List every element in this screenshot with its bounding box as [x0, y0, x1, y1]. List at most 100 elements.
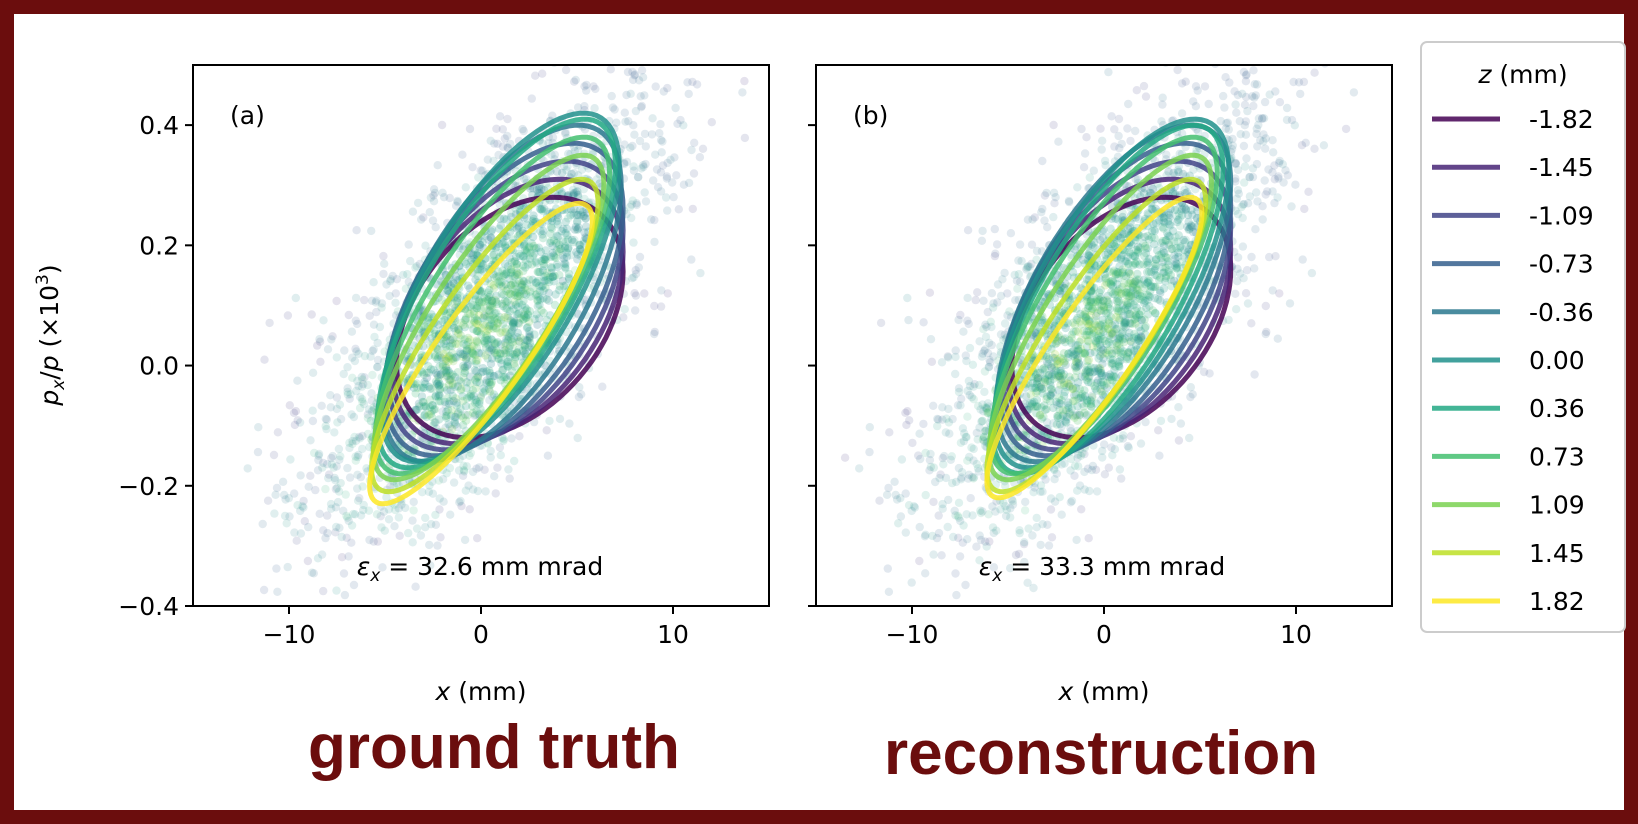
scatter-point: [514, 308, 523, 318]
scatter-point: [435, 415, 444, 424]
scatter-point: [498, 142, 508, 151]
scatter-point: [484, 324, 494, 334]
scatter-point: [1268, 136, 1277, 145]
scatter-point: [510, 288, 520, 297]
scatter-point: [1321, 65, 1329, 68]
scatter-point: [354, 381, 363, 391]
scatter-point: [525, 326, 534, 336]
scatter-point: [1082, 375, 1091, 385]
scatter-point: [517, 280, 527, 290]
scatter-point: [1291, 180, 1300, 189]
scatter-point: [459, 373, 468, 382]
scatter-point: [929, 463, 938, 472]
scatter-point: [1050, 475, 1059, 484]
scatter-point: [457, 411, 466, 420]
scatter-point: [661, 193, 671, 202]
scatter-point: [428, 401, 437, 410]
scatter-point: [355, 494, 364, 503]
scatter-point: [368, 346, 377, 356]
scatter-point: [504, 332, 513, 341]
scatter-point: [480, 297, 489, 306]
scatter-point: [537, 306, 546, 315]
scatter-point: [1262, 327, 1271, 337]
scatter-point: [658, 161, 668, 170]
scatter-point: [319, 458, 328, 468]
scatter-point: [1114, 131, 1123, 141]
scatter-point: [486, 335, 496, 344]
scatter-point: [535, 287, 545, 296]
scatter-point: [548, 133, 558, 142]
scatter-point: [510, 355, 520, 364]
scatter-point: [468, 386, 478, 395]
scatter-point: [353, 319, 362, 329]
scatter-point: [443, 405, 453, 414]
scatter-point: [489, 284, 499, 293]
scatter-point: [461, 486, 470, 495]
scatter-point: [444, 286, 453, 295]
scatter-point: [480, 303, 489, 312]
scatter-point: [1104, 316, 1114, 326]
scatter-point: [472, 336, 481, 345]
scatter-point: [539, 259, 548, 269]
scatter-point: [420, 377, 429, 387]
scatter-point: [520, 283, 530, 292]
scatter-point: [508, 349, 517, 358]
scatter-point: [481, 487, 490, 496]
scatter-point: [1000, 319, 1010, 328]
scatter-point: [462, 354, 471, 363]
scatter-point: [520, 240, 529, 249]
scatter-point: [283, 311, 293, 320]
scatter-point: [651, 82, 660, 91]
scatter-point: [508, 338, 517, 347]
scatter-point: [458, 352, 468, 362]
scatter-point: [619, 24, 627, 32]
scatter-point: [429, 185, 439, 194]
scatter-point: [1104, 463, 1114, 472]
scatter-point: [322, 415, 331, 424]
scatter-point: [462, 362, 472, 371]
scatter-point: [1245, 173, 1254, 182]
scatter-point: [1097, 145, 1106, 154]
scatter-point: [448, 370, 457, 379]
scatter-point: [454, 408, 463, 417]
scatter-point: [553, 220, 563, 229]
scatter-point: [372, 296, 381, 305]
scatter-point: [929, 497, 938, 507]
scatter-point: [552, 217, 561, 226]
scatter-point: [427, 310, 436, 319]
scatter-point: [442, 407, 451, 416]
scatter-point: [1060, 284, 1069, 293]
panel-b-scatter: [840, 65, 1359, 600]
scatter-point: [500, 346, 509, 355]
scatter-point: [1059, 410, 1068, 419]
scatter-point: [292, 536, 301, 545]
scatter-point: [1015, 240, 1025, 249]
scatter-point: [465, 505, 474, 514]
scatter-point: [570, 77, 579, 86]
scatter-point: [493, 139, 502, 148]
scatter-point: [1219, 91, 1228, 101]
scatter-point: [351, 293, 361, 303]
scatter-point: [1032, 513, 1041, 523]
scatter-point: [514, 345, 524, 354]
scatter-point: [355, 403, 365, 413]
scatter-point: [507, 265, 516, 274]
scatter-point: [441, 336, 451, 346]
scatter-point: [461, 355, 471, 364]
scatter-point: [265, 318, 274, 328]
scatter-point: [448, 349, 457, 358]
scatter-point: [1282, 103, 1292, 113]
scatter-point: [363, 413, 373, 423]
scatter-point: [571, 222, 580, 232]
scatter-point: [431, 520, 441, 529]
scatter-point: [569, 188, 579, 198]
scatter-point: [483, 326, 492, 335]
scatter-point: [486, 290, 495, 299]
scatter-point: [600, 48, 608, 56]
scatter-point: [541, 255, 551, 264]
scatter-point: [1075, 411, 1085, 420]
scatter-point: [492, 124, 501, 133]
scatter-point: [552, 167, 562, 176]
scatter-point: [560, 259, 569, 268]
scatter-point: [557, 226, 566, 236]
